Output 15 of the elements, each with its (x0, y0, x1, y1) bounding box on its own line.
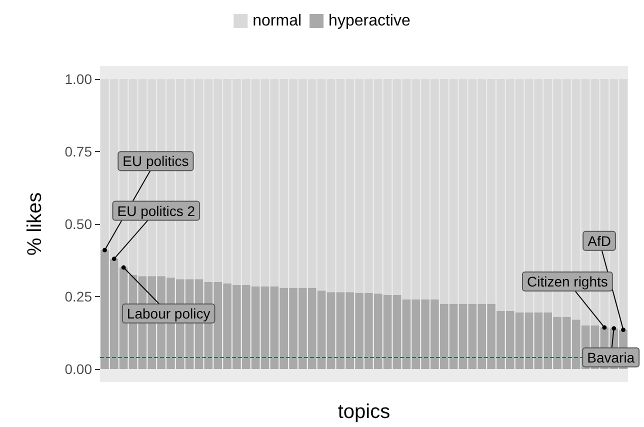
x-axis-title: topics (338, 401, 390, 423)
annotation: EU politics (122, 153, 189, 170)
annotation: AfD (588, 232, 611, 249)
y-tick-label: 0.00 (64, 360, 92, 377)
annotation: EU politics 2 (117, 202, 196, 219)
annotation: Citizen rights (526, 273, 608, 290)
y-tick-label: 0.25 (64, 288, 92, 304)
legend-label: hyperactive (328, 12, 410, 30)
annotation: Labour policy (126, 305, 210, 322)
y-tick-label: 0.50 (64, 216, 92, 232)
y-tick-label: 1.00 (64, 71, 92, 88)
legend-label: normal (252, 12, 302, 30)
y-axis-title: % likes (24, 192, 46, 256)
annotation: Bavaria (587, 349, 635, 366)
y-tick-label: 0.75 (64, 144, 92, 160)
